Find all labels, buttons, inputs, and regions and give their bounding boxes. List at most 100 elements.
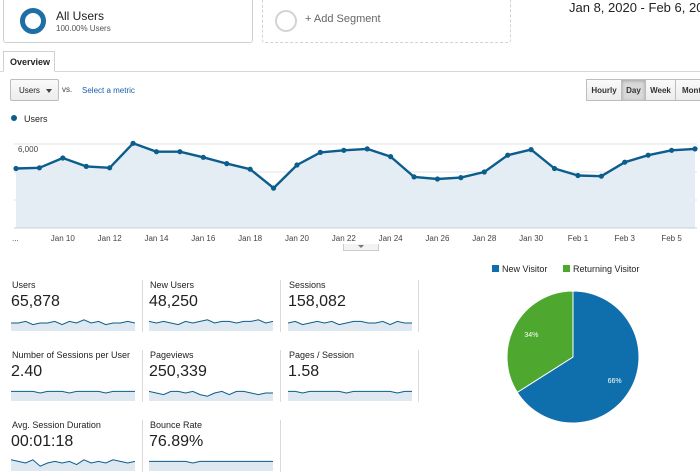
pie-slice-label: 34% — [524, 332, 538, 339]
x-tick-label: Jan 30 — [519, 234, 544, 243]
users-data-point — [528, 147, 534, 153]
users-data-point — [411, 174, 417, 180]
sparkline-line — [11, 459, 135, 467]
metric-sparkline — [149, 319, 273, 331]
x-tick-label: Jan 16 — [191, 234, 216, 243]
users-data-point — [598, 173, 604, 179]
metric-card[interactable]: Sessions 158,082 — [288, 280, 414, 344]
metric-sparkline — [149, 460, 273, 471]
metric-card-label: Sessions — [289, 280, 326, 290]
vs-label: vs. — [62, 85, 73, 94]
metric-card[interactable]: Bounce Rate 76.89% — [149, 420, 275, 473]
card-divider — [418, 280, 419, 332]
users-data-point — [317, 149, 323, 155]
card-divider — [280, 420, 281, 472]
new-visitor-legend-swatch — [492, 265, 499, 272]
pie-slice — [516, 290, 640, 424]
metric-sparkline — [149, 390, 273, 401]
x-tick-label: Jan 18 — [238, 234, 263, 243]
segment-card-all-users[interactable]: All Users 100.00% Users — [3, 0, 253, 43]
sparkline-line — [149, 460, 273, 464]
returning-visitor-legend-label: Returning Visitor — [573, 264, 640, 274]
metric-card[interactable]: Avg. Session Duration 00:01:18 — [11, 420, 137, 473]
users-data-point — [505, 152, 511, 158]
card-divider — [142, 350, 143, 402]
metric-card-label: Pages / Session — [289, 350, 355, 360]
metric-card-value: 00:01:18 — [11, 433, 74, 450]
users-data-point — [60, 155, 66, 161]
metric-card-value: 65,878 — [11, 293, 60, 310]
metric-select-label: Users — [19, 86, 40, 95]
metric-sparkline — [288, 390, 412, 401]
metric-card-value: 250,339 — [149, 363, 207, 380]
metric-card-label: Bounce Rate — [150, 420, 203, 430]
users-data-point — [177, 149, 183, 155]
x-tick-label: Feb 3 — [615, 234, 636, 243]
x-tick-label: Jan 12 — [98, 234, 123, 243]
card-divider — [142, 420, 143, 472]
metric-sparkline — [288, 320, 412, 331]
metric-card-value: 2.40 — [11, 363, 43, 380]
sparkline-line — [149, 319, 273, 326]
metric-card-label: Users — [12, 280, 36, 290]
users-data-point — [458, 175, 464, 181]
users-data-point — [341, 147, 347, 153]
users-data-point — [364, 146, 370, 152]
users-data-point — [388, 154, 394, 160]
x-tick-label: ... — [12, 234, 19, 243]
granularity-month-button[interactable]: Month — [675, 79, 700, 101]
metric-card[interactable]: Pageviews 250,339 — [149, 350, 275, 414]
users-data-point — [692, 146, 698, 152]
line-chart-legend-label: Users — [24, 114, 48, 124]
users-data-point — [224, 161, 230, 167]
sparkline-area — [11, 319, 135, 331]
metric-card-label: New Users — [150, 280, 195, 290]
metric-card[interactable]: New Users 48,250 — [149, 280, 275, 344]
x-tick-label: Jan 26 — [425, 234, 450, 243]
x-tick-label: Jan 28 — [472, 234, 497, 243]
y-tick-label: 6,000 — [18, 145, 39, 154]
card-divider — [280, 280, 281, 332]
sparkline-area — [149, 461, 273, 471]
users-series-line — [15, 142, 696, 190]
select-a-metric-link[interactable]: Select a metric — [82, 86, 135, 95]
card-divider — [142, 280, 143, 332]
users-data-point — [270, 185, 277, 191]
tabs-divider — [0, 71, 700, 72]
metric-select[interactable]: Users — [10, 79, 59, 101]
users-data-point — [481, 169, 487, 175]
sparkline-area — [288, 321, 412, 331]
sparkline-area — [149, 319, 273, 331]
x-tick-label: Feb 1 — [568, 234, 589, 243]
users-data-point — [130, 140, 136, 146]
x-tick-label: Feb 5 — [661, 234, 682, 243]
granularity-week-button[interactable]: Week — [645, 79, 676, 101]
metric-card-value: 76.89% — [149, 433, 204, 450]
users-data-point — [575, 172, 581, 179]
users-data-point — [434, 176, 441, 182]
metric-card[interactable]: Pages / Session 1.58 — [288, 350, 414, 414]
metric-card[interactable]: Users 65,878 — [11, 280, 137, 344]
x-tick-label: Jan 22 — [332, 234, 357, 243]
sparkline-line — [288, 320, 412, 326]
sparkline-area — [149, 391, 273, 401]
metric-card[interactable]: Number of Sessions per User 2.40 — [11, 350, 137, 414]
card-divider — [280, 350, 281, 402]
x-tick-label: Jan 10 — [51, 234, 76, 243]
segment-ring-icon — [20, 8, 46, 34]
card-divider — [418, 350, 419, 402]
granularity-month-label: Month — [682, 86, 700, 95]
x-tick-label: Jan 24 — [379, 234, 404, 243]
metric-card-label: Avg. Session Duration — [12, 420, 101, 430]
users-data-point — [668, 147, 675, 153]
metric-sparkline — [11, 319, 135, 331]
tab-overview[interactable]: Overview — [3, 51, 55, 72]
metric-sparkline — [11, 459, 135, 471]
date-range-picker[interactable]: Jan 8, 2020 - Feb 6, 2020 — [569, 0, 700, 15]
add-segment-button[interactable]: + Add Segment — [262, 0, 511, 43]
pie-slice-label: 66% — [608, 378, 622, 385]
add-segment-label: + Add Segment — [305, 13, 381, 25]
visitor-type-pie-chart: 66% 34% — [506, 290, 640, 424]
users-data-point — [107, 165, 113, 171]
users-data-point — [551, 165, 558, 172]
